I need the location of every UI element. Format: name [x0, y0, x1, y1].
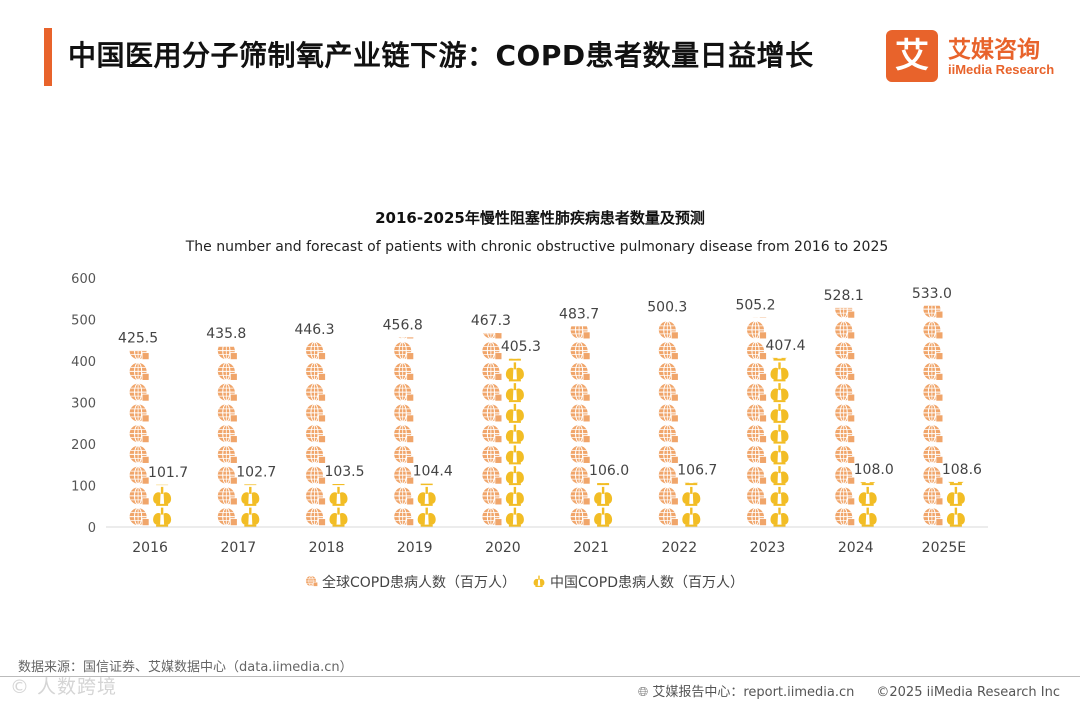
y-tick-label: 300 [71, 397, 96, 412]
china-data-label: 106.0 [589, 463, 629, 479]
global-bar-7 [746, 317, 767, 527]
x-tick-label: 2020 [485, 540, 521, 556]
y-tick-label: 400 [71, 355, 96, 370]
x-tick-label: 2023 [750, 540, 786, 556]
global-data-label: 446.3 [294, 322, 334, 338]
china-bar-7 [770, 357, 789, 527]
china-data-label: 108.6 [942, 462, 982, 478]
chart-subtitle: The number and forecast of patients with… [185, 239, 889, 255]
china-data-label: 102.7 [236, 464, 276, 480]
global-data-label: 500.3 [647, 299, 687, 315]
china-bar-4 [505, 358, 524, 527]
global-bar-5 [570, 326, 591, 527]
global-data-label: 456.8 [383, 317, 423, 333]
global-bar-3 [393, 337, 415, 527]
y-tick-label: 500 [71, 314, 96, 329]
china-data-label: 106.7 [677, 463, 717, 479]
global-data-label: 505.2 [735, 297, 775, 313]
x-tick-label: 2021 [573, 540, 609, 556]
y-tick-label: 0 [88, 521, 96, 536]
y-tick-label: 600 [71, 272, 96, 287]
x-tick-label: 2016 [132, 540, 168, 556]
y-tick-label: 100 [71, 480, 96, 495]
global-bar-1 [217, 346, 238, 527]
iimedia-logo: 艾 艾媒咨询 iiMedia Research [886, 30, 1062, 82]
logo-english-name: iiMedia Research [948, 62, 1055, 77]
global-bar-6 [658, 320, 679, 527]
title-accent-bar [44, 28, 52, 86]
global-bar-8 [834, 307, 856, 527]
china-data-label: 103.5 [324, 464, 364, 480]
x-tick-label: 2018 [309, 540, 345, 556]
china-data-label: 108.0 [854, 462, 894, 478]
legend-lungs-icon [533, 575, 545, 587]
x-tick-label: 2019 [397, 540, 433, 556]
china-data-label: 101.7 [148, 465, 188, 481]
watermark: © 人数跨境 [10, 676, 118, 698]
global-data-label: 533.0 [912, 286, 952, 302]
globe-icon: 🌐︎ [637, 685, 649, 700]
x-tick-label: 2024 [838, 540, 874, 556]
global-data-label: 467.3 [471, 313, 511, 329]
x-tick-label: 2025E [922, 540, 966, 556]
global-data-label: 425.5 [118, 330, 158, 346]
x-tick-label: 2017 [220, 540, 256, 556]
logo-chinese-name: 艾媒咨询 [948, 37, 1040, 63]
global-bar-9 [922, 305, 944, 527]
legend-china-label: 中国COPD患病人数（百万人） [550, 575, 744, 591]
x-tick-label: 2022 [661, 540, 697, 556]
global-data-label: 435.8 [206, 326, 246, 342]
footer-info: 🌐︎ 艾媒报告中心：report.iimedia.cn ©2025 iiMedia … [638, 681, 1060, 700]
chart-title: 2016-2025年慢性阻塞性肺疾病患者数量及预测 [375, 209, 705, 227]
page-title: 中国医用分子筛制氧产业链下游：COPD患者数量日益增长 [68, 39, 814, 72]
global-data-label: 483.7 [559, 306, 599, 322]
global-data-label: 528.1 [824, 288, 864, 304]
china-data-label: 407.4 [765, 338, 805, 354]
china-data-label: 104.4 [413, 464, 453, 480]
china-data-label: 405.3 [501, 339, 541, 355]
copyright: ©2025 iiMedia Research Inc [876, 685, 1060, 700]
footer-divider [0, 676, 1080, 677]
legend-global-label: 全球COPD患病人数（百万人） [322, 574, 516, 591]
legend-globe-icon [305, 575, 318, 587]
global-bar-4 [481, 333, 503, 527]
logo-mark: 艾 [886, 30, 938, 82]
data-source: 数据来源：国信证券、艾媒数据中心（data.iimedia.cn） [18, 660, 353, 675]
y-tick-label: 200 [71, 438, 96, 453]
global-bar-2 [305, 341, 326, 527]
global-bar-0 [129, 350, 150, 527]
report-center-link[interactable]: 艾媒报告中心：report.iimedia.cn [652, 685, 855, 700]
